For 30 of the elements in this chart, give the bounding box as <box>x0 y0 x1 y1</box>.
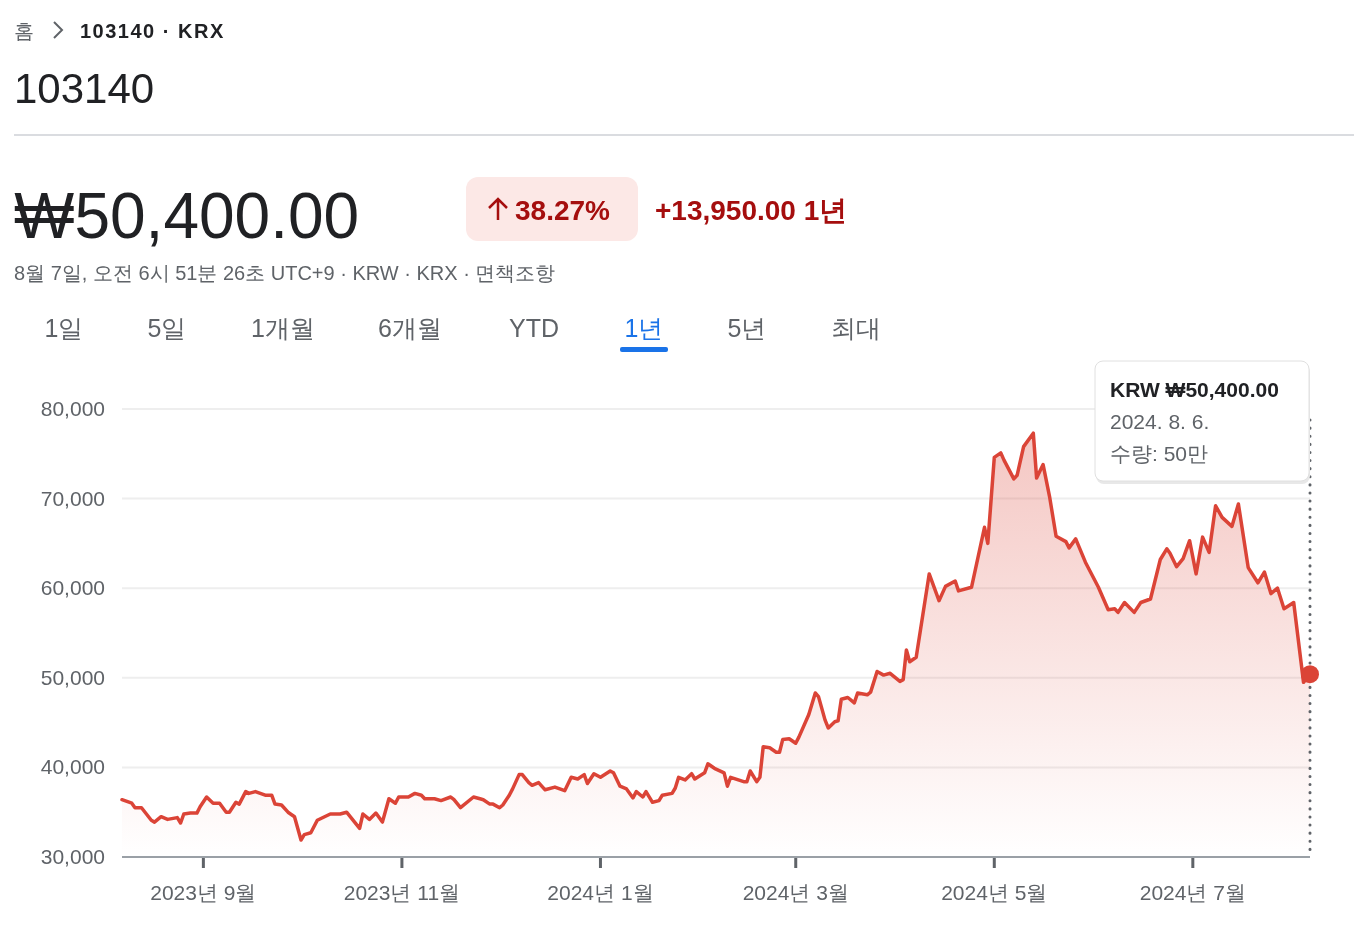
x-tick-label: 2023년 9월 <box>150 881 257 904</box>
text: 103140 · KRX <box>80 20 225 42</box>
text: 1개월 <box>251 314 315 342</box>
x-tick-label: 2024년 1월 <box>547 881 654 904</box>
y-tick-label: 70,000 <box>40 486 105 510</box>
y-tick-label: 40,000 <box>40 755 105 779</box>
text: 홈 <box>14 20 34 42</box>
text: YTD <box>509 314 559 342</box>
y-tick-label: 60,000 <box>40 576 105 600</box>
y-tick-label: 80,000 <box>40 397 105 420</box>
annotation: 수량: 50만 <box>1110 442 1209 465</box>
text: KRW ₩50,400.00 <box>1110 378 1279 401</box>
x-tick-label: 2023년 11월 <box>343 881 461 904</box>
text: 8월 7일, 오전 6시 51분 26초 UTC+9 · KRW · KRX · 면책조항 <box>14 262 556 284</box>
annotation: 2024. 8. 6. <box>1110 410 1210 433</box>
y-tick-label: 30,000 <box>40 845 105 868</box>
text: 1일 <box>44 314 84 342</box>
y-tick-label: 50,000 <box>40 665 105 689</box>
text: 5년 <box>727 314 767 342</box>
text: 6개월 <box>378 314 442 342</box>
x-tick-label: 2024년 7월 <box>1139 881 1246 904</box>
text: 1년 <box>624 314 664 342</box>
x-tick-label: 2024년 3월 <box>742 881 849 904</box>
text: 5일 <box>147 314 187 342</box>
text: 38.27% <box>515 195 611 226</box>
x-tick-label: 2024년 5월 <box>941 881 1048 904</box>
text: +13,950.00 1년 <box>655 195 848 226</box>
chart-title: 103140 <box>14 65 155 112</box>
text: 최대 <box>831 314 881 342</box>
text: ₩50,400.00 <box>14 180 360 252</box>
